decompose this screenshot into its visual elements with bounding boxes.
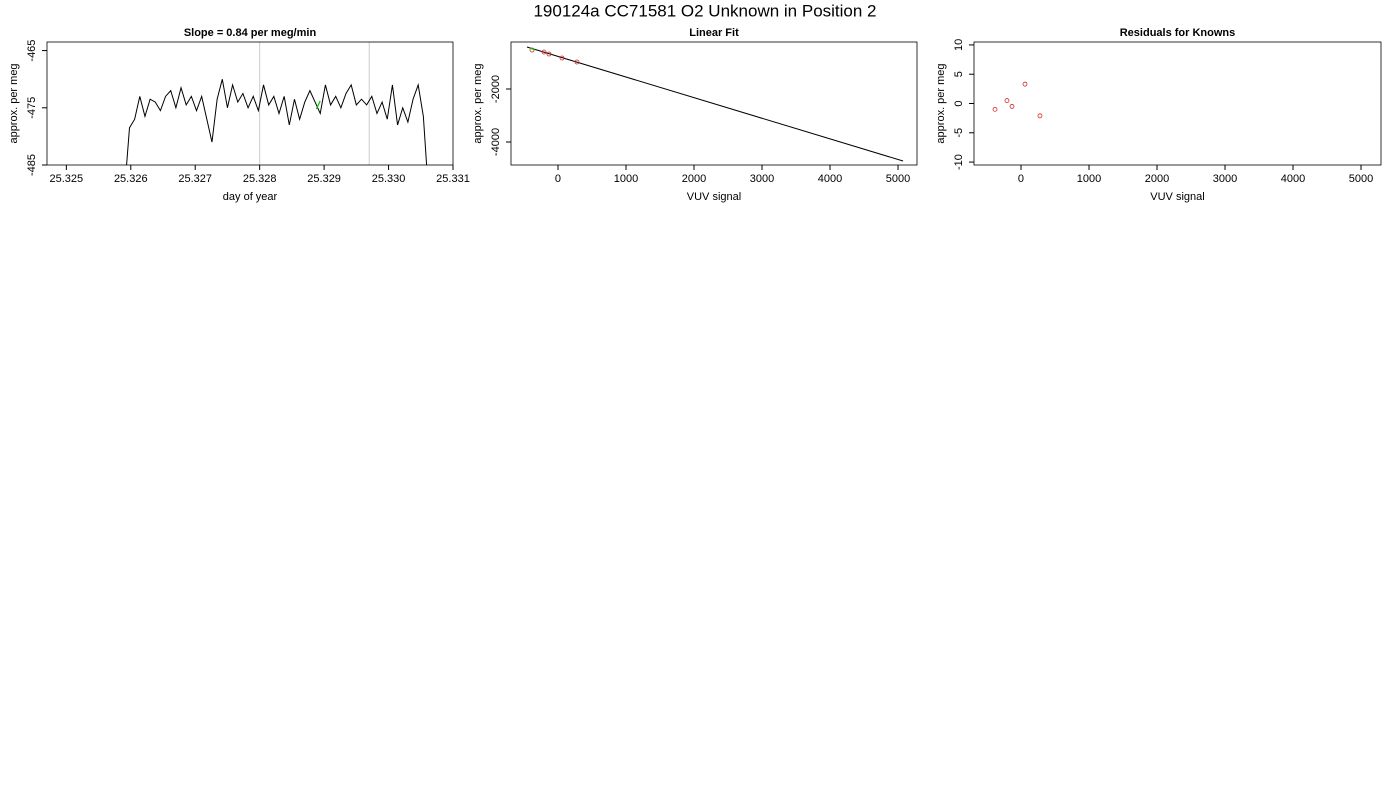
y-tick-label: 10 [953,39,965,51]
plot-area [126,42,428,165]
x-tick-label: 5000 [886,173,910,185]
x-tick-label: 0 [555,173,561,185]
x-tick-label: 25.329 [307,173,341,185]
y-tick-label: -2000 [490,75,502,103]
x-axis-title: day of year [223,191,278,203]
panel-title: Residuals for Knowns [1120,27,1236,39]
data-point [1022,81,1028,87]
data-point [1004,98,1010,103]
highlight-line [529,47,536,51]
x-tick-label: 25.327 [178,173,212,185]
x-tick-label: 0 [1018,173,1024,185]
y-axis-title: approx. per meg [935,63,947,143]
data-point [1037,113,1043,119]
plot-frame [46,41,454,166]
x-axis-title: VUV signal [687,191,741,203]
fit-line [526,46,904,162]
x-tick-label: 4000 [1281,173,1305,185]
plot-frame [510,41,918,166]
data-line [126,79,428,165]
data-point [541,49,547,55]
plot-area [992,81,1043,119]
panel: Linear Fit VUV signal approx. per meg 0 1000… [472,27,918,203]
x-tick-label: 25.330 [372,173,406,185]
y-axis-title: approx. per meg [8,63,20,143]
y-axis-title: approx. per meg [472,63,484,143]
panel: Residuals for Knowns VUV signal approx. pe… [935,27,1382,203]
highlight-line [315,100,321,110]
data-point [1009,104,1015,109]
panel-title: Linear Fit [689,27,739,39]
x-tick-label: 3000 [750,173,774,185]
y-tick-label: 0 [953,100,965,106]
y-tick-label: 5 [953,71,965,77]
y-tick-label: -475 [26,97,38,119]
x-axis-title: VUV signal [1150,191,1204,203]
y-tick-label: -465 [26,40,38,62]
x-tick-label: 1000 [1077,173,1101,185]
data-point [574,59,580,65]
x-tick-label: 25.325 [50,173,84,185]
plot-frame [973,41,1382,166]
x-tick-label: 3000 [1213,173,1237,185]
y-tick-label: -4000 [490,128,502,156]
figure-title: 190124a CC71581 O2 Unknown in Position 2 [533,1,876,20]
panel: Slope = 0.84 per meg/min day of year appro… [8,27,470,203]
x-tick-label: 2000 [1145,173,1169,185]
plot-area [526,46,904,162]
y-tick-label: -5 [953,128,965,138]
panel-title: Slope = 0.84 per meg/min [184,27,317,39]
x-tick-label: 5000 [1349,173,1373,185]
data-point [992,106,998,112]
data-point [546,51,552,57]
x-tick-label: 4000 [818,173,842,185]
y-tick-label: -10 [953,154,965,170]
data-point [559,55,565,61]
x-tick-label: 1000 [614,173,638,185]
y-tick-label: -485 [26,154,38,176]
x-tick-label: 25.331 [436,173,470,185]
x-tick-label: 25.328 [243,173,277,185]
x-tick-label: 25.326 [114,173,148,185]
x-tick-label: 2000 [682,173,706,185]
